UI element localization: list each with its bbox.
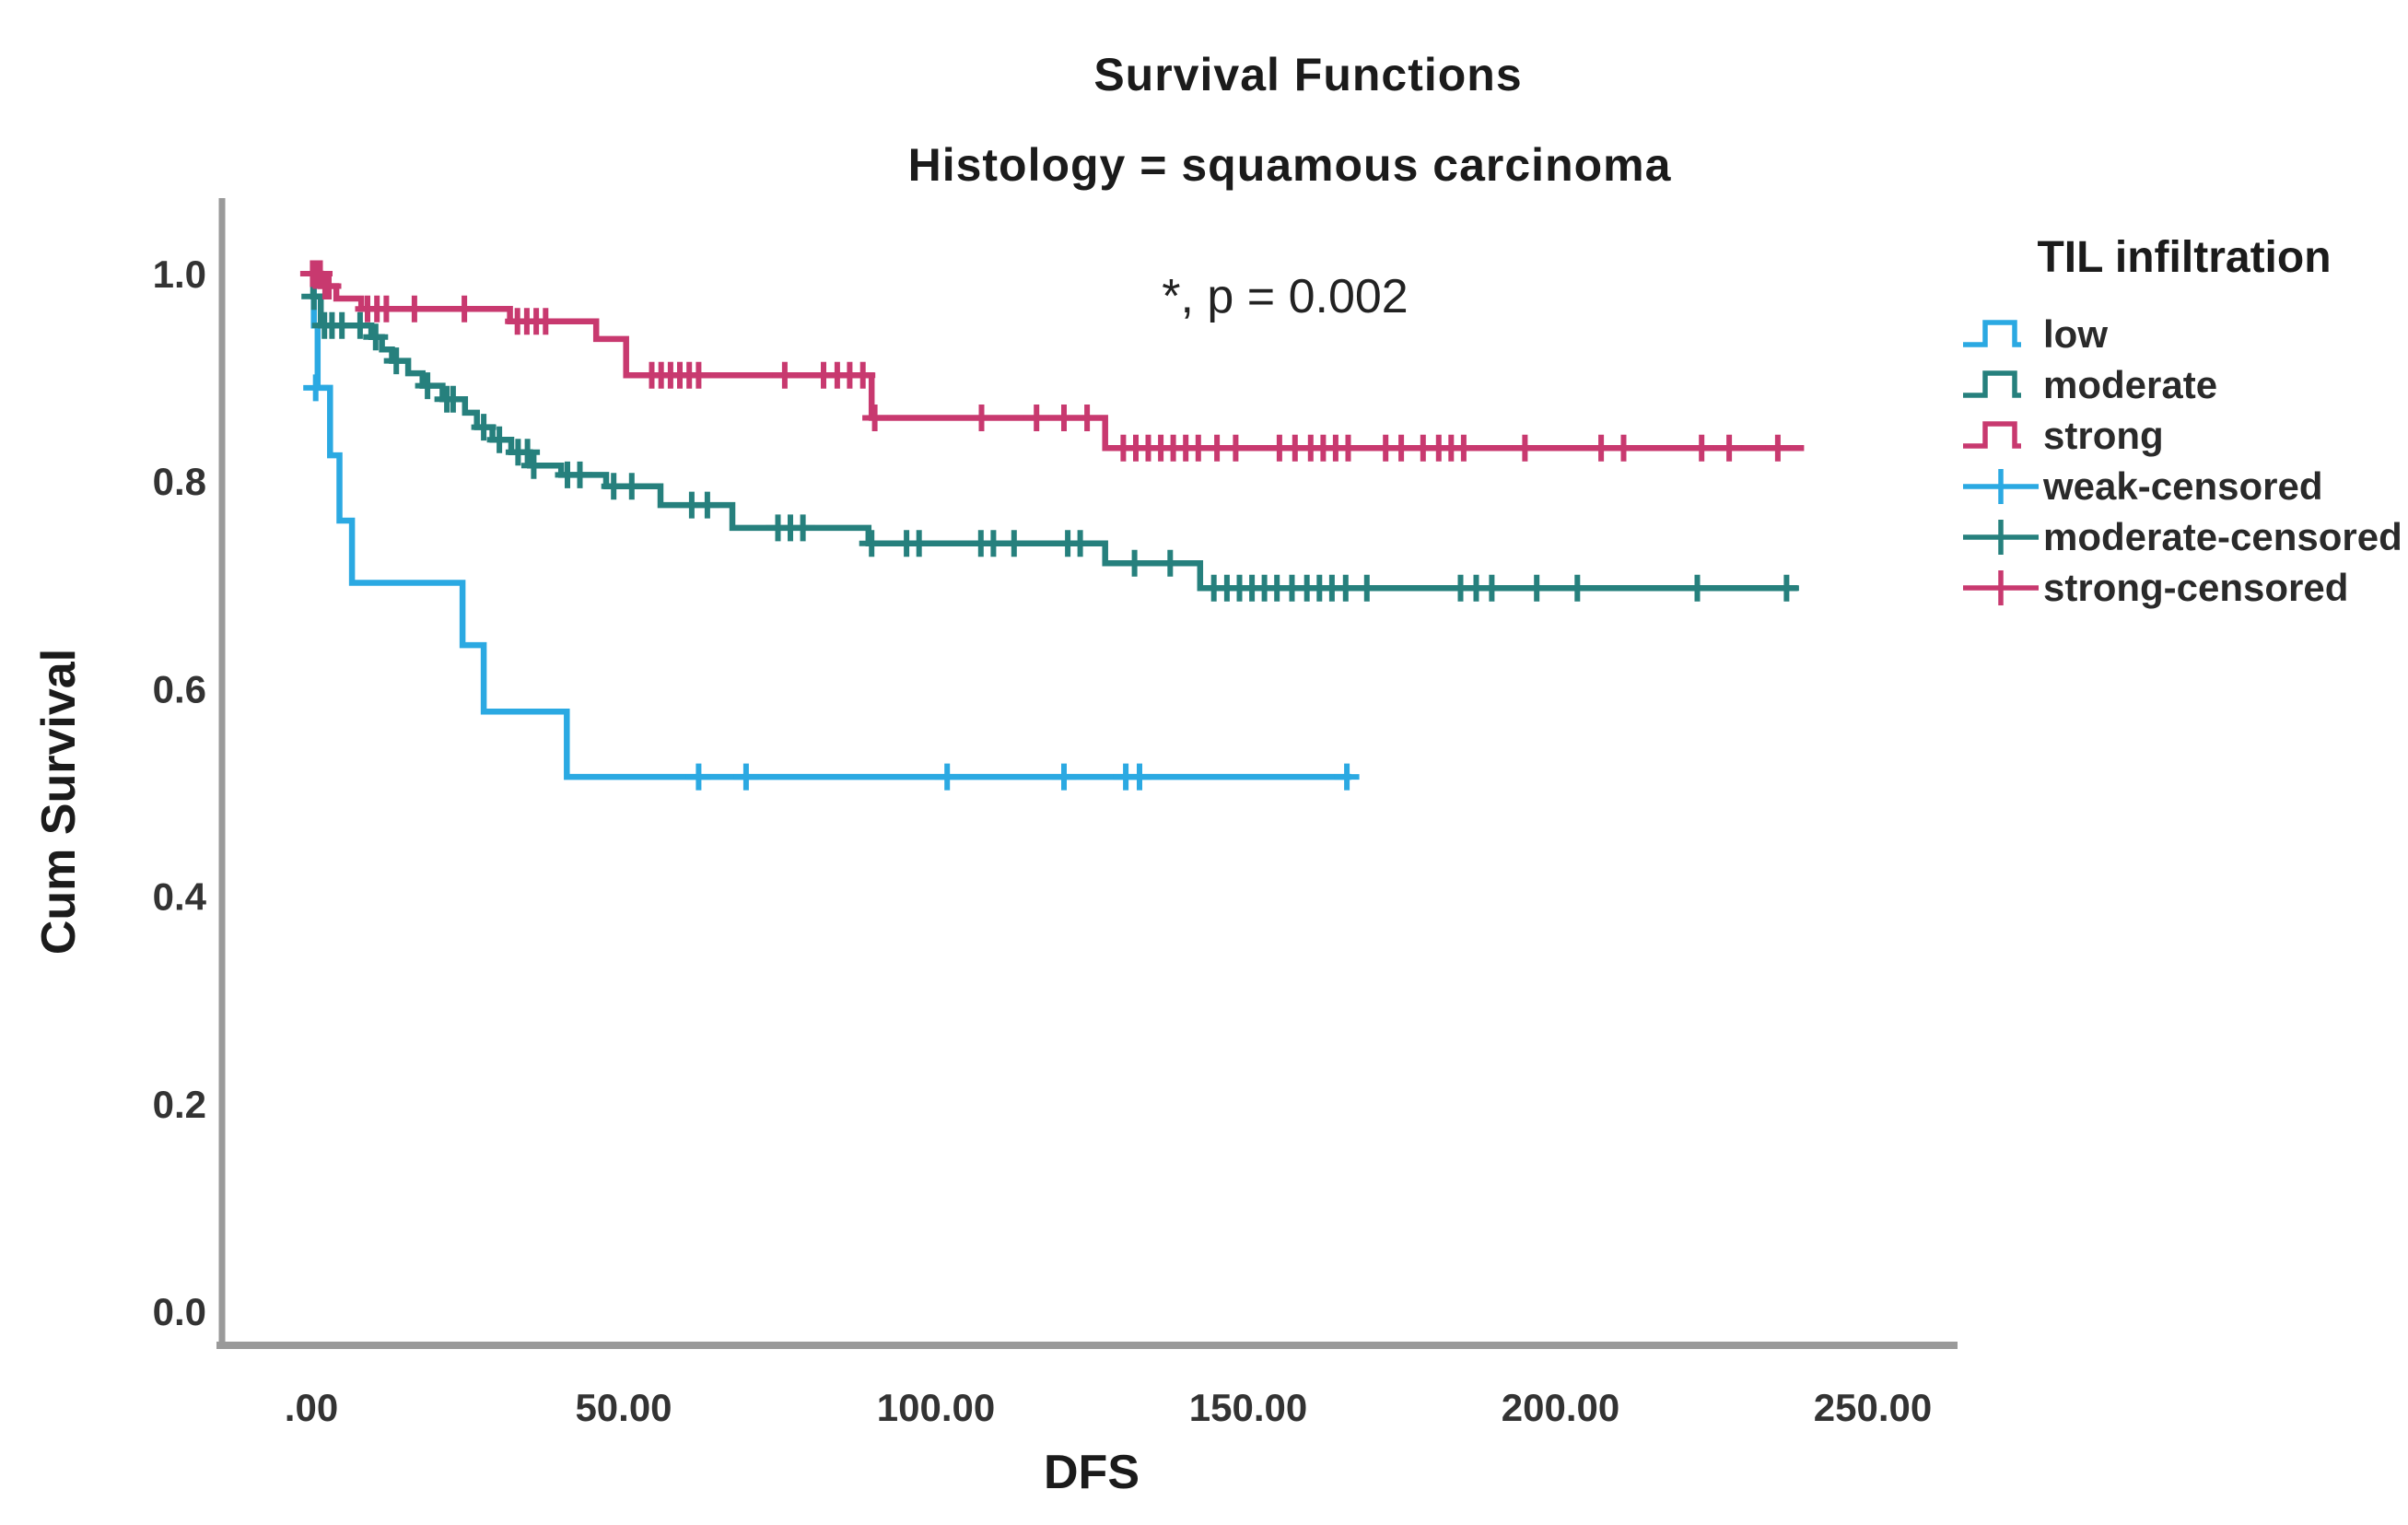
legend-item-label: moderate xyxy=(2043,362,2218,406)
y-axis-title: Cum Survival xyxy=(32,648,86,956)
legend-item-strong-censored: strong-censored xyxy=(1960,562,2408,613)
legend: TIL infiltration low moderate strong weak-c… xyxy=(1960,232,2408,613)
step-line-icon xyxy=(1963,319,2021,347)
legend-marker-stroke xyxy=(1963,569,2039,605)
low-censor-marks xyxy=(303,374,1360,791)
legend-title: TIL infiltration xyxy=(2037,233,2332,282)
legend-item-label: moderate-censored xyxy=(2043,514,2402,558)
legend-items: low moderate strong weak-censored moderate-c… xyxy=(1960,309,2408,613)
p-value-annotation: *, p = 0.002 xyxy=(1162,270,1409,323)
strong-censor-marks xyxy=(299,260,1791,462)
step-line-icon xyxy=(1963,370,2021,398)
legend-item-moderate-censored: moderate-censored xyxy=(1960,511,2408,562)
x-axis-title: DFS xyxy=(1044,1446,1140,1499)
y-tick-label: 1.0 xyxy=(153,252,206,296)
censor-plus-icon xyxy=(1963,468,2039,504)
x-tick-label: 200.00 xyxy=(1502,1386,1619,1429)
x-tick-label: 150.00 xyxy=(1189,1386,1307,1429)
y-tick-label: 0.8 xyxy=(153,460,206,503)
legend-marker-stroke xyxy=(1963,519,2039,555)
legend-item-label: weak-censored xyxy=(2043,463,2323,508)
chart-subtitle: Histology = squamous carcinoma xyxy=(907,139,1672,191)
legend-marker-stroke xyxy=(1963,420,2021,449)
legend-item-label: strong-censored xyxy=(2043,565,2349,609)
legend-marker-stroke xyxy=(1963,370,2021,398)
censor-plus-icon xyxy=(1963,519,2039,555)
x-tick-label: 50.00 xyxy=(575,1386,672,1429)
legend-item-strong: strong xyxy=(1960,410,2408,461)
legend-marker-stroke xyxy=(1963,319,2021,347)
chart-title: Survival Functions xyxy=(1093,49,1523,100)
legend-item-moderate: moderate xyxy=(1960,359,2408,410)
y-tick-label: 0.4 xyxy=(153,875,207,919)
legend-item-label: low xyxy=(2043,311,2108,356)
legend-item-weak-censored: weak-censored xyxy=(1960,461,2408,511)
x-tick-label: 250.00 xyxy=(1814,1386,1932,1429)
legend-marker-stroke xyxy=(1963,468,2039,504)
y-tick-label: 0.2 xyxy=(153,1083,206,1126)
strong-survival-curve xyxy=(311,270,1805,452)
step-line-icon xyxy=(1963,420,2021,449)
legend-item-low: low xyxy=(1960,309,2408,359)
y-tick-label: 0.0 xyxy=(153,1290,206,1333)
x-tick-label: 100.00 xyxy=(877,1386,995,1429)
censor-plus-icon xyxy=(1963,569,2039,605)
legend-item-label: strong xyxy=(2043,413,2164,457)
x-tick-label: .00 xyxy=(285,1386,338,1429)
moderate-censor-marks xyxy=(301,283,1799,602)
y-tick-label: 0.6 xyxy=(153,667,206,710)
